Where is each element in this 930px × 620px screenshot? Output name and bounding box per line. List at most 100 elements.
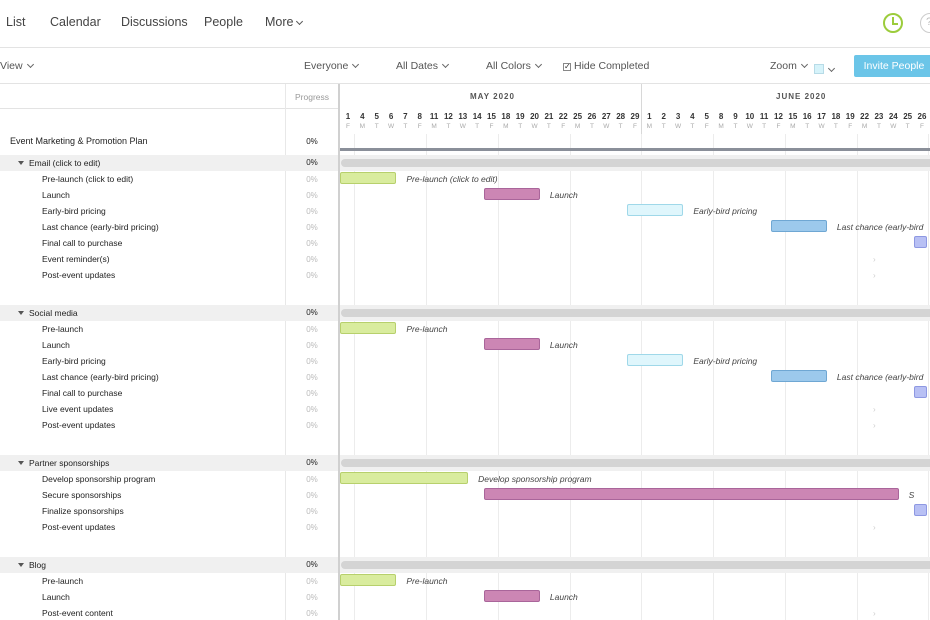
invite-people-button[interactable]: Invite People [854, 55, 930, 77]
task-bar[interactable] [483, 488, 899, 500]
chevron-right-icon[interactable]: › [873, 609, 876, 618]
collapse-triangle-icon[interactable] [18, 311, 24, 315]
group-label[interactable]: Blog [18, 560, 46, 570]
task-progress: 0% [306, 405, 318, 414]
task-name[interactable]: Post-event updates [42, 522, 116, 532]
group-summary-bar[interactable] [341, 159, 930, 167]
help-icon[interactable]: ? [920, 13, 930, 33]
nav-tab-calendar[interactable]: Calendar [50, 15, 101, 29]
task-name[interactable]: Live event updates [42, 404, 114, 414]
task-name[interactable]: Pre-launch [42, 324, 84, 334]
chevron-right-icon[interactable]: › [873, 421, 876, 430]
day-weekday: T [618, 123, 623, 130]
nav-tab-more[interactable]: More [265, 15, 304, 29]
task-progress: 0% [306, 507, 318, 516]
collapse-triangle-icon[interactable] [18, 461, 24, 465]
task-progress: 0% [306, 239, 318, 248]
pane-divider[interactable] [338, 84, 340, 620]
group-label[interactable]: Partner sponsorships [18, 458, 109, 468]
task-bar[interactable] [340, 472, 469, 484]
task-bar[interactable] [627, 204, 684, 216]
task-bar[interactable] [627, 354, 684, 366]
task-bar-label: Pre-launch [406, 576, 448, 586]
dates-filter-label: All Dates [396, 60, 439, 72]
task-bar[interactable] [914, 386, 928, 398]
chevron-right-icon[interactable]: › [873, 523, 876, 532]
collapse-triangle-icon[interactable] [18, 161, 24, 165]
task-bar-label: Last chance (early-bird [836, 222, 924, 232]
day-number: 17 [817, 112, 826, 121]
task-bar[interactable] [483, 338, 540, 350]
everyone-filter[interactable]: Everyone [304, 60, 360, 72]
day-weekday: W [746, 123, 753, 130]
day-weekday: F [633, 123, 637, 130]
task-name[interactable]: Post-event updates [42, 270, 116, 280]
week-gridline [856, 134, 858, 620]
day-weekday: T [403, 123, 408, 130]
task-name[interactable]: Early-bird pricing [42, 206, 106, 216]
day-weekday: T [546, 123, 551, 130]
task-name[interactable]: Pre-launch (click to edit) [42, 174, 134, 184]
task-bar[interactable] [770, 220, 827, 232]
task-bar[interactable] [914, 236, 928, 248]
color-picker[interactable] [814, 60, 836, 78]
task-name[interactable]: Secure sponsorships [42, 490, 122, 500]
task-bar-label: Launch [549, 190, 578, 200]
chevron-right-icon[interactable]: › [873, 405, 876, 414]
progress-column-divider [285, 84, 286, 620]
hide-completed-toggle[interactable]: ✓ Hide Completed [563, 60, 649, 72]
task-name[interactable]: Last chance (early-bird pricing) [42, 222, 159, 232]
project-summary-bar[interactable] [340, 148, 930, 151]
task-name[interactable]: Finalize sponsorships [42, 506, 124, 516]
chevron-right-icon[interactable]: › [873, 271, 876, 280]
nav-tab-people[interactable]: People [204, 15, 243, 29]
task-bar[interactable] [914, 504, 928, 516]
chevron-down-icon [352, 60, 360, 69]
day-number: 4 [360, 112, 365, 121]
collapse-triangle-icon[interactable] [18, 563, 24, 567]
group-label[interactable]: Social media [18, 308, 78, 318]
task-bar[interactable] [340, 574, 397, 586]
group-summary-bar[interactable] [341, 309, 930, 317]
zoom-dropdown[interactable]: Zoom [770, 60, 808, 72]
dates-filter[interactable]: All Dates [396, 60, 450, 72]
task-bar-label: Launch [549, 592, 578, 602]
task-bar[interactable] [340, 322, 397, 334]
task-bar[interactable] [770, 370, 827, 382]
task-bar[interactable] [483, 590, 540, 602]
task-progress: 0% [306, 609, 318, 618]
nav-tab-discussions[interactable]: Discussions [121, 15, 188, 29]
task-name[interactable]: Event reminder(s) [42, 254, 110, 264]
day-weekday: F [346, 123, 350, 130]
task-name[interactable]: Develop sponsorship program [42, 474, 156, 484]
group-summary-bar[interactable] [341, 459, 930, 467]
task-progress: 0% [306, 175, 318, 184]
chevron-right-icon[interactable]: › [873, 255, 876, 264]
day-number: 9 [733, 112, 738, 121]
task-name[interactable]: Final call to purchase [42, 388, 123, 398]
group-progress: 0% [306, 158, 318, 167]
task-bar-label: Pre-launch [406, 324, 448, 334]
task-bar[interactable] [483, 188, 540, 200]
task-name[interactable]: Last chance (early-bird pricing) [42, 372, 159, 382]
nav-tab-list[interactable]: List [6, 15, 26, 29]
task-name[interactable]: Post-event updates [42, 420, 116, 430]
task-bar[interactable] [340, 172, 397, 184]
group-summary-bar[interactable] [341, 561, 930, 569]
day-number: 12 [774, 112, 783, 121]
task-name[interactable]: Launch [42, 340, 70, 350]
task-name[interactable]: Early-bird pricing [42, 356, 106, 366]
colors-filter[interactable]: All Colors [486, 60, 542, 72]
task-name[interactable]: Post-event content [42, 608, 113, 618]
task-name[interactable]: Final call to purchase [42, 238, 123, 248]
checkbox-checked-icon[interactable]: ✓ [563, 62, 571, 71]
view-dropdown[interactable]: View [0, 60, 34, 72]
day-number: 11 [429, 112, 439, 121]
task-name[interactable]: Launch [42, 190, 70, 200]
group-label[interactable]: Email (click to edit) [18, 158, 100, 168]
day-weekday: T [833, 123, 838, 130]
day-weekday: W [603, 123, 610, 130]
task-name[interactable]: Launch [42, 592, 70, 602]
task-name[interactable]: Pre-launch [42, 576, 84, 586]
clock-icon[interactable] [883, 13, 903, 33]
